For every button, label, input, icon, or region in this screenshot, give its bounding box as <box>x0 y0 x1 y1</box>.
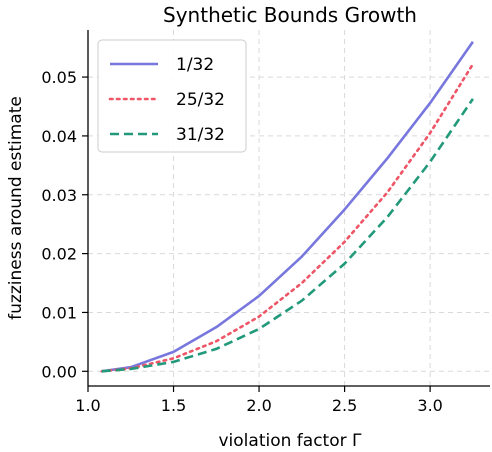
series-line-2 <box>101 98 474 373</box>
y-tick-label: 0.04 <box>41 127 77 146</box>
x-tick-label: 2.5 <box>332 396 357 415</box>
x-tick-label: 1.0 <box>75 396 100 415</box>
x-tick-label: 3.0 <box>417 396 442 415</box>
x-tick-label: 1.5 <box>161 396 186 415</box>
chart-title: Synthetic Bounds Growth <box>163 3 417 27</box>
x-tick-label: 2.0 <box>246 396 271 415</box>
x-axis-label: violation factor Γ <box>219 431 363 451</box>
y-tick-label: 0.01 <box>41 303 77 322</box>
y-tick-label: 0.05 <box>41 68 77 87</box>
axes <box>87 30 490 387</box>
x-ticks: 1.0 1.5 2.0 2.5 3.0 <box>75 386 443 415</box>
legend-label: 25/32 <box>176 90 225 110</box>
y-ticks: 0.00 0.01 0.02 0.03 0.04 0.05 <box>41 68 88 381</box>
y-axis-label: fuzziness around estimate <box>6 96 26 320</box>
y-tick-label: 0.00 <box>41 362 77 381</box>
series-line-0 <box>101 41 474 373</box>
legend: 1/32 25/32 31/32 <box>97 39 247 153</box>
y-tick-label: 0.02 <box>41 245 77 264</box>
y-tick-label: 0.03 <box>41 186 77 205</box>
legend-label: 31/32 <box>176 125 225 145</box>
legend-frame <box>97 39 247 153</box>
legend-label: 1/32 <box>176 55 214 75</box>
series-lines <box>100 41 475 373</box>
series-line-1 <box>100 62 475 373</box>
